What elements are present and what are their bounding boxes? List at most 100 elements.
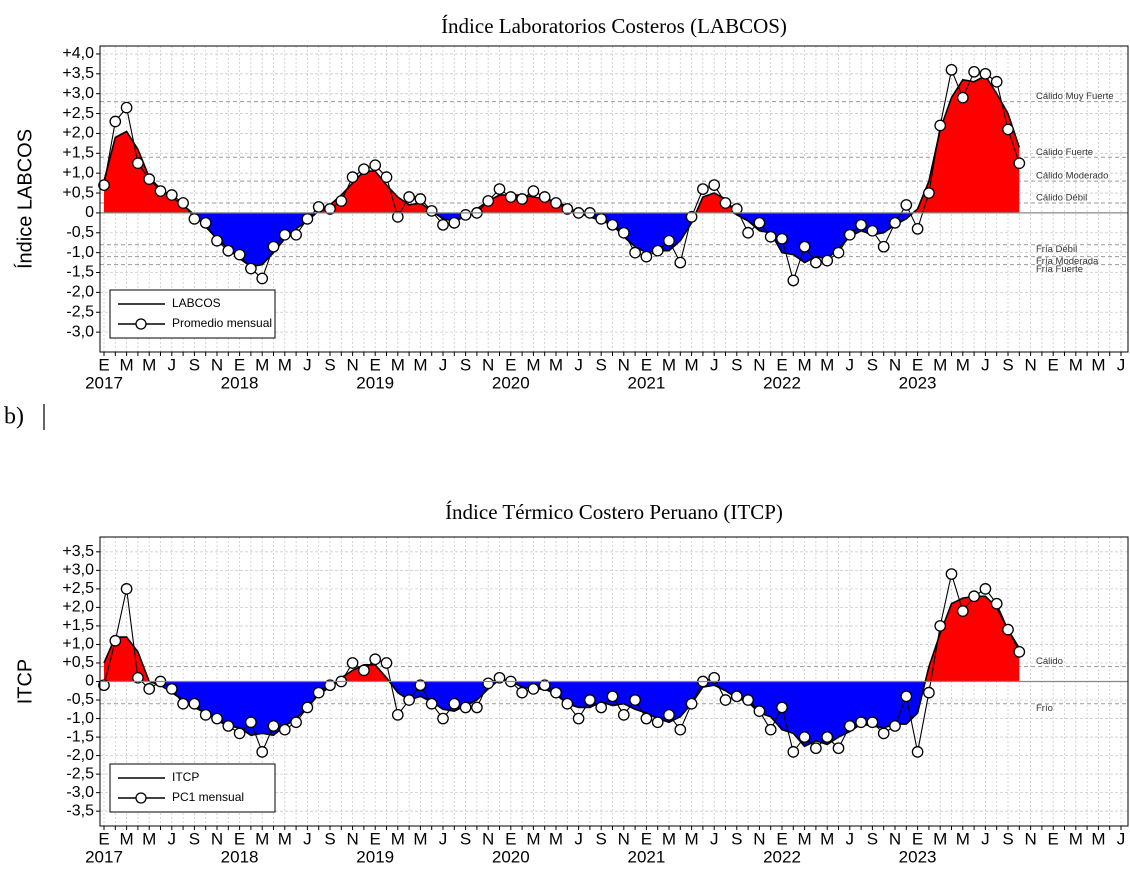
- monthly-point: [617, 708, 630, 721]
- monthly-point: [832, 246, 845, 259]
- monthly-point: [98, 679, 110, 692]
- monthly-point: [934, 620, 947, 632]
- monthly-point: [403, 694, 415, 706]
- x-tick-label: J: [981, 829, 990, 848]
- plot-frame: [99, 45, 1129, 353]
- x-tick-label: N: [1024, 829, 1036, 848]
- year-label: 2022: [763, 847, 801, 866]
- monthly-point: [109, 115, 122, 128]
- x-tick-label: J: [168, 829, 177, 848]
- threshold-label: Fría Moderada: [1036, 256, 1099, 267]
- legend-label: LABCOS: [172, 296, 221, 310]
- year-label: 2020: [492, 847, 530, 866]
- monthly-point: [109, 634, 122, 647]
- y-tick-label: +3,5: [62, 65, 94, 82]
- x-tick-label: M: [685, 355, 699, 374]
- monthly-point: [550, 686, 562, 699]
- x-tick-label: E: [776, 829, 787, 848]
- monthly-point: [843, 228, 856, 241]
- year-label: 2017: [85, 373, 123, 392]
- monthly-point: [956, 605, 969, 617]
- monthly-point: [979, 67, 992, 80]
- threshold-label: Cálido Muy Fuerte: [1036, 91, 1114, 102]
- x-tick-label: S: [324, 355, 335, 374]
- monthly-point: [1013, 157, 1026, 170]
- monthly-line: [103, 67, 1020, 283]
- monthly-point: [448, 216, 461, 229]
- y-tick-label: -0,5: [66, 691, 94, 708]
- monthly-point: [685, 697, 698, 710]
- x-tick-label: E: [370, 355, 381, 374]
- monthly-point: [177, 697, 189, 710]
- y-tick-label: -2,0: [66, 284, 94, 301]
- monthly-point: [990, 597, 1003, 610]
- x-tick-label: M: [798, 355, 812, 374]
- legend-label: PC1 mensual: [172, 790, 244, 804]
- monthly-point: [889, 720, 901, 732]
- x-tick-label: S: [324, 829, 335, 848]
- monthly-point: [651, 244, 664, 257]
- x-tick-label: S: [731, 829, 742, 848]
- monthly-point: [346, 657, 359, 669]
- monthly-point: [776, 701, 788, 714]
- monthly-point: [1002, 123, 1014, 136]
- monthly-point: [358, 664, 370, 677]
- y-tick-label: +1,5: [62, 617, 94, 634]
- monthly-point: [956, 91, 969, 104]
- monthly-point: [663, 708, 675, 721]
- x-tick-label: M: [526, 829, 540, 848]
- x-tick-label: J: [710, 355, 719, 374]
- y-tick-label: +2,0: [62, 125, 94, 142]
- legend-marker: [135, 792, 147, 804]
- x-tick-label: J: [439, 829, 448, 848]
- x-tick-label: M: [413, 829, 427, 848]
- y-tick-label: -1,5: [66, 728, 94, 745]
- year-label: 2023: [899, 373, 937, 392]
- y-tick-label: -2,0: [66, 747, 94, 764]
- monthly-point: [199, 216, 212, 229]
- x-tick-label: J: [303, 829, 312, 848]
- monthly-point: [403, 191, 415, 203]
- monthly-point: [527, 185, 540, 197]
- monthly-point: [561, 697, 574, 710]
- y-tick-label: -2,5: [66, 765, 94, 782]
- monthly-point: [425, 697, 438, 710]
- monthly-point: [753, 705, 766, 717]
- legend-box: [109, 763, 276, 813]
- monthly-point: [222, 244, 235, 257]
- x-tick-label: E: [912, 355, 923, 374]
- x-tick-label: E: [234, 829, 245, 848]
- x-tick-label: E: [776, 355, 787, 374]
- y-tick-label: +3,0: [62, 562, 94, 579]
- y-tick-label: -3,5: [66, 802, 94, 819]
- monthly-point: [233, 727, 246, 740]
- x-tick-label: J: [1117, 829, 1126, 848]
- year-label: 2018: [221, 847, 259, 866]
- monthly-point: [561, 203, 574, 215]
- monthly-point: [98, 179, 110, 191]
- x-tick-label: N: [482, 355, 494, 374]
- monthly-point: [324, 203, 336, 215]
- monthly-point: [414, 679, 427, 692]
- year-label: 2022: [763, 373, 801, 392]
- monthly-point: [674, 723, 687, 736]
- year-label: 2017: [85, 847, 123, 866]
- monthly-point: [312, 686, 325, 699]
- monthly-point: [437, 712, 449, 725]
- y-tick-label: +4,0: [62, 45, 94, 62]
- monthly-point: [301, 213, 314, 225]
- x-tick-label: M: [413, 355, 427, 374]
- x-tick-label: E: [505, 355, 516, 374]
- x-tick-label: M: [120, 355, 134, 374]
- monthly-point: [493, 671, 506, 684]
- x-tick-label: M: [820, 355, 834, 374]
- chart-title: Índice Laboratorios Costeros (LABCOS): [441, 14, 787, 38]
- monthly-point: [165, 189, 178, 201]
- monthly-point: [730, 690, 743, 703]
- monthly-point: [719, 694, 732, 706]
- x-tick-label: N: [618, 355, 630, 374]
- monthly-point: [742, 226, 754, 239]
- monthly-point: [911, 746, 924, 758]
- x-tick-label: M: [685, 829, 699, 848]
- x-tick-label: M: [956, 829, 970, 848]
